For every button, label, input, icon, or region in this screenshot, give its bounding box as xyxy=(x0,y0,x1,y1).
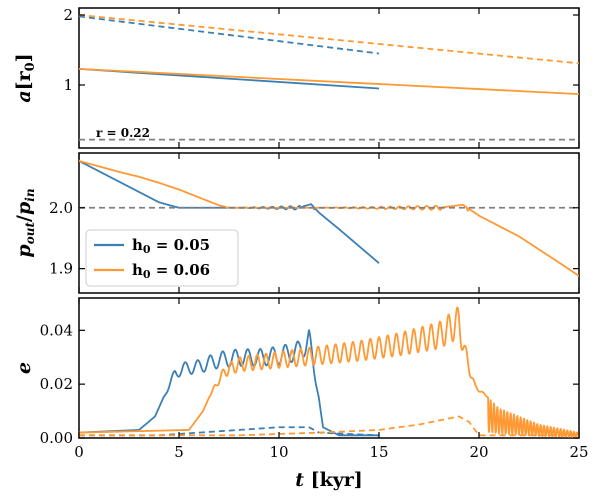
ref-annotation: r = 0.22 xyxy=(96,126,150,140)
xtick-label-0: 0 xyxy=(74,443,84,461)
legend-label-h005: h0 = 0.05 xyxy=(132,236,210,256)
ytick-label-top-0: 1 xyxy=(63,76,73,94)
legend-label-h006: h0 = 0.06 xyxy=(132,261,210,281)
xtick-label-5: 25 xyxy=(569,443,588,461)
middle-ylabel-num: p xyxy=(13,244,35,258)
ytick-label-middle-0: 1.9 xyxy=(49,260,73,278)
middle-ylabel-slash: / xyxy=(13,215,35,222)
panel-bottom-frame xyxy=(78,297,580,439)
ytick-label-bottom-1: 0.02 xyxy=(40,375,73,393)
series-top-2 xyxy=(79,14,579,65)
ytick-label-bottom-0: 0.00 xyxy=(40,429,73,447)
middle-ylabel-num-sub: out xyxy=(23,222,37,245)
series-top-3 xyxy=(79,68,579,95)
ytick-label-top-1: 2 xyxy=(63,6,73,24)
ytick-label-middle-1: 2.0 xyxy=(49,199,73,217)
panel-middle-series xyxy=(79,160,579,277)
top-ylabel-close: ] xyxy=(13,53,35,62)
x-axis-label-space xyxy=(304,469,311,491)
top-ylabel: a[r0] xyxy=(13,53,38,102)
legend-h005-rest: = 0.05 xyxy=(151,236,211,254)
legend: h0 = 0.05 h0 = 0.06 xyxy=(85,229,239,287)
legend-h006-rest: = 0.06 xyxy=(151,261,211,279)
ytick-label-bottom-2: 0.04 xyxy=(40,321,73,339)
middle-ylabel-den-sub: in xyxy=(23,188,37,201)
x-axis-label: t [kyr] xyxy=(295,469,363,491)
panel-middle-frame xyxy=(78,152,580,294)
panel-top-frame xyxy=(78,7,580,149)
middle-ylabel: pout/pin xyxy=(13,188,37,257)
series-bottom-1 xyxy=(79,306,579,438)
panel-bottom-series xyxy=(79,306,579,438)
top-ylabel-var: a xyxy=(13,90,35,102)
xtick-label-2: 10 xyxy=(269,443,288,461)
middle-ylabel-den: p xyxy=(13,201,35,215)
x-axis-label-var: t xyxy=(295,469,304,491)
panel-top-series xyxy=(79,14,579,141)
legend-h006-var: h xyxy=(132,261,143,279)
xtick-label-3: 15 xyxy=(369,443,388,461)
x-axis-label-unit: [kyr] xyxy=(311,469,363,491)
legend-h005-sub: 0 xyxy=(143,243,151,256)
top-ylabel-sub: 0 xyxy=(23,62,38,71)
xtick-label-1: 5 xyxy=(174,443,184,461)
bottom-ylabel: e xyxy=(13,362,35,374)
legend-h005-var: h xyxy=(132,236,143,254)
xtick-label-4: 20 xyxy=(469,443,488,461)
series-bottom-3 xyxy=(79,415,579,437)
top-ylabel-unit: [r xyxy=(13,70,35,90)
series-top-0 xyxy=(79,15,380,55)
legend-h006-sub: 0 xyxy=(143,268,151,281)
